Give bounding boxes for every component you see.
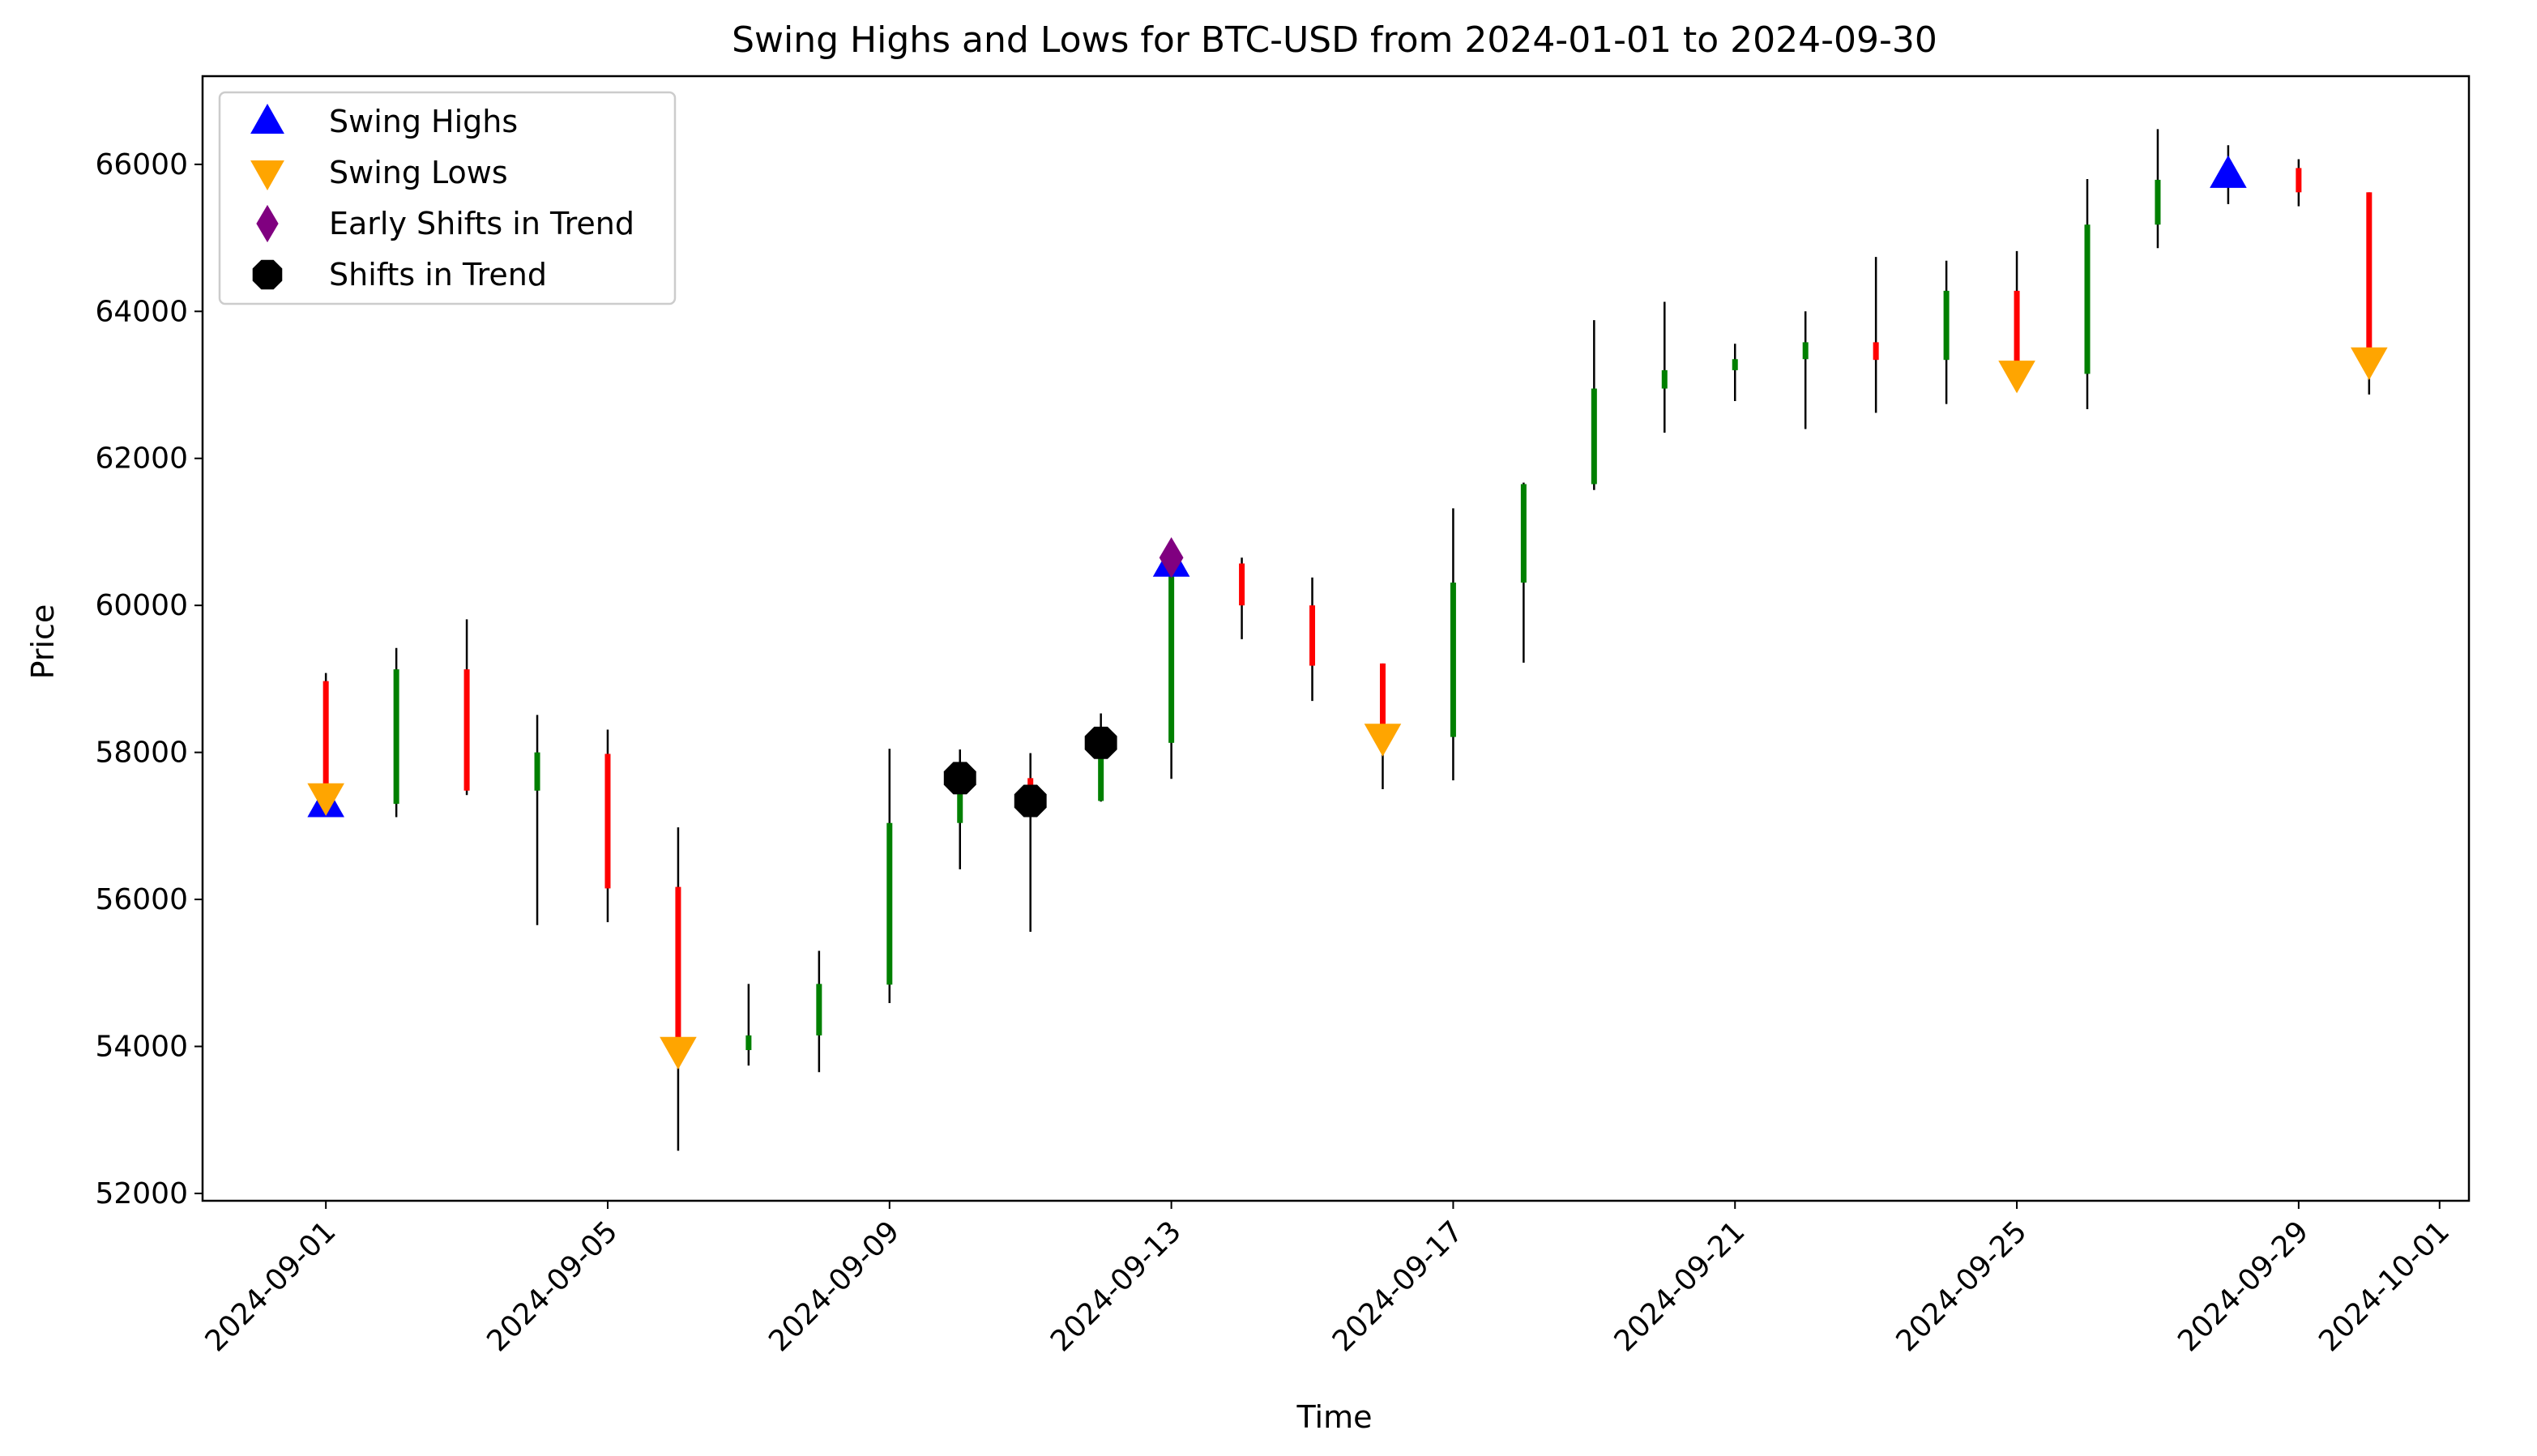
candle-body: [2084, 224, 2091, 374]
y-tick-label: 58000: [95, 737, 188, 770]
candle-body: [1450, 583, 1456, 737]
swing-lows-marker: [2351, 347, 2388, 381]
y-tick-label: 66000: [95, 148, 188, 181]
x-axis-label: Time: [1296, 1399, 1373, 1435]
candle-body: [2296, 168, 2302, 193]
candle-body: [322, 681, 329, 805]
legend-shifts-in-trend-label: Shifts in Trend: [329, 257, 547, 292]
legend-swing-highs-icon: [250, 104, 284, 134]
candle-body: [1943, 290, 1950, 361]
swing-highs-marker: [2210, 155, 2247, 188]
shifts-in-trend-marker: [943, 762, 976, 795]
candle-body: [745, 1035, 752, 1051]
legend-early-shifts-in-trend-icon: [256, 204, 279, 243]
y-tick-label: 52000: [95, 1177, 188, 1210]
y-tick-label: 64000: [95, 295, 188, 328]
swing-lows-marker: [307, 783, 344, 817]
candle-body: [393, 669, 399, 805]
candle-body: [1732, 359, 1738, 370]
legend-shifts-in-trend-icon: [252, 259, 283, 290]
candle-body: [1168, 563, 1175, 743]
y-tick-label: 54000: [95, 1030, 188, 1063]
swing-lows-marker: [1364, 724, 1402, 757]
y-tick-label: 60000: [95, 589, 188, 622]
candle-body: [1098, 742, 1104, 801]
candle-body: [1661, 369, 1668, 389]
candle-body: [1873, 342, 1879, 361]
y-axis-label: Price: [25, 604, 61, 680]
swing-lows-marker: [1998, 361, 2035, 394]
candle-body: [463, 669, 470, 791]
candle-body: [675, 886, 681, 1051]
candle-body: [1379, 663, 1386, 737]
legend-frame: [218, 91, 677, 305]
candle-body: [604, 754, 611, 889]
plot-area: [307, 129, 2388, 1151]
legend: Swing Highs Swing Lows Early Shifts in Tre…: [218, 91, 677, 305]
candle-body: [2366, 192, 2373, 361]
candle-body: [1802, 342, 1809, 360]
shifts-in-trend-marker: [1014, 784, 1047, 818]
legend-swing-highs-label: Swing Highs: [329, 104, 518, 139]
candle-body: [1520, 484, 1527, 583]
candle-body: [2155, 179, 2161, 225]
swing-lows-marker: [660, 1036, 697, 1070]
y-tick-label: 56000: [95, 883, 188, 916]
legend-early-shifts-in-trend-label: Early Shifts in Trend: [329, 206, 634, 241]
candle-body: [957, 778, 963, 823]
legend-swing-lows-icon: [250, 160, 284, 190]
candle-body: [1591, 388, 1597, 485]
y-tick-label: 62000: [95, 442, 188, 476]
chart-title: Swing Highs and Lows for BTC-USD from 20…: [732, 19, 1937, 61]
candle-body: [2014, 290, 2020, 374]
axes-frame: [201, 75, 2471, 1202]
candle-body: [886, 822, 893, 985]
legend-swing-lows-label: Swing Lows: [329, 155, 508, 190]
candle-body: [1239, 563, 1245, 606]
candle-body: [534, 752, 540, 791]
candle-body: [1309, 605, 1316, 666]
early-shifts-in-trend-marker: [1159, 537, 1184, 579]
candle-body: [816, 984, 822, 1035]
shifts-in-trend-marker: [1084, 726, 1117, 759]
